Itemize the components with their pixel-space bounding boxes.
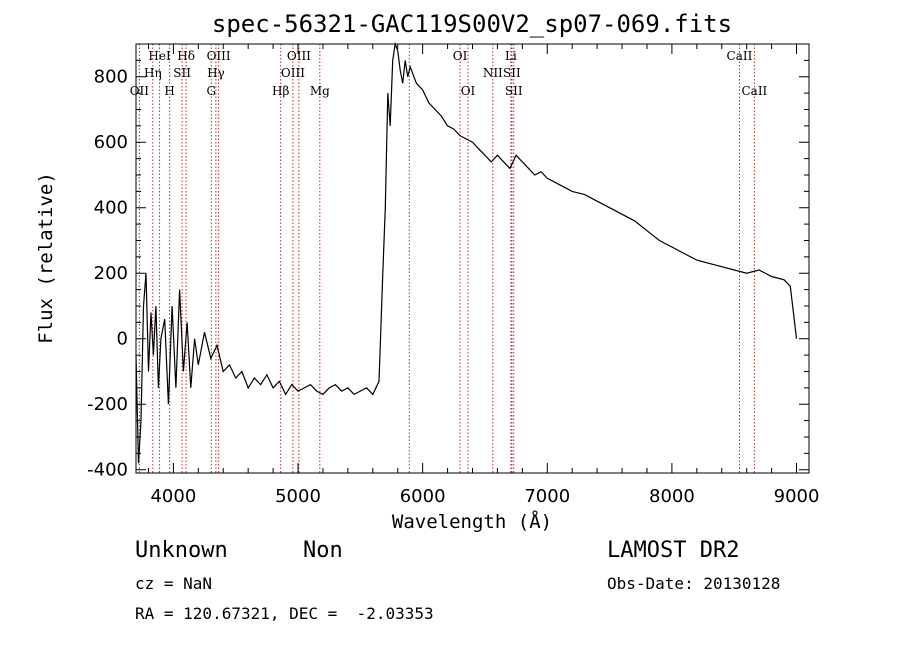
y-tick-label: 0: [117, 329, 128, 350]
spectral-line-label: CaII: [741, 84, 767, 98]
x-tick-label: 7000: [524, 486, 570, 507]
spectral-line-label: Hδ: [177, 49, 195, 63]
spectral-line-label: OIII: [281, 66, 305, 80]
plot-frame: [135, 43, 810, 474]
spectral-line-label: SII: [173, 66, 191, 80]
y-axis-label: Flux (relative): [35, 172, 57, 344]
spectral-line-label: NII: [483, 66, 503, 80]
obs-date-text: Obs-Date: 20130128: [607, 574, 781, 593]
spectral-line-label: SII: [503, 66, 521, 80]
spectral-line-label: Hη: [144, 66, 162, 80]
survey-label: LAMOST DR2: [607, 538, 740, 563]
class-label: Unknown: [135, 538, 228, 563]
redshift-text: cz = NaN: [135, 574, 213, 593]
x-tick-label: 4000: [150, 486, 196, 507]
spectral-line-label: SII: [505, 84, 523, 98]
y-tick-label: 600: [94, 132, 128, 153]
spectral-line-label: OI: [453, 49, 468, 63]
spectral-line-labels: OII Hη HeI H SII Hδ G Hγ OIII Hβ OIII OIII Mg OI OI NII…: [130, 49, 768, 98]
x-tick-label: 8000: [649, 486, 695, 507]
x-tick-label: 9000: [774, 486, 820, 507]
spectral-line-label: G: [206, 84, 216, 98]
spectral-line-label: H: [164, 84, 174, 98]
axis-ticks: [136, 43, 809, 473]
spectral-line-label: Hβ: [272, 84, 289, 98]
spectral-line-label: OIII: [287, 49, 311, 63]
axis-tick-labels: 4000 5000 6000 7000 8000 9000 -400 -200 0 200 400 6…: [87, 67, 819, 507]
spectral-line-label: CaII: [727, 49, 753, 63]
spectral-line-label: Li: [505, 49, 517, 63]
spectral-line-label: HeI: [148, 49, 171, 63]
y-tick-label: 200: [94, 263, 128, 284]
spectral-line-label: Mg: [310, 84, 330, 98]
spectral-line-label: Hγ: [207, 66, 225, 80]
chart-title: spec-56321-GAC119S00V2_sp07-069.fits: [212, 10, 732, 38]
spectral-line-label: OI: [461, 84, 476, 98]
y-tick-label: -400: [87, 460, 128, 481]
subclass-label: Non: [303, 538, 343, 563]
y-tick-label: 400: [94, 198, 128, 219]
spectral-line-label: OII: [130, 84, 150, 98]
ra-dec-text: RA = 120.67321, DEC = -2.03353: [135, 604, 434, 623]
y-tick-label: -200: [87, 394, 128, 415]
x-tick-label: 6000: [400, 486, 446, 507]
y-tick-label: 800: [94, 67, 128, 88]
spectrum-series-line: [135, 41, 798, 464]
spectral-line-label: OIII: [207, 49, 231, 63]
x-axis-label: Wavelength (Å): [392, 510, 552, 533]
spectral-line-markers: [138, 44, 755, 473]
x-tick-label: 5000: [275, 486, 321, 507]
